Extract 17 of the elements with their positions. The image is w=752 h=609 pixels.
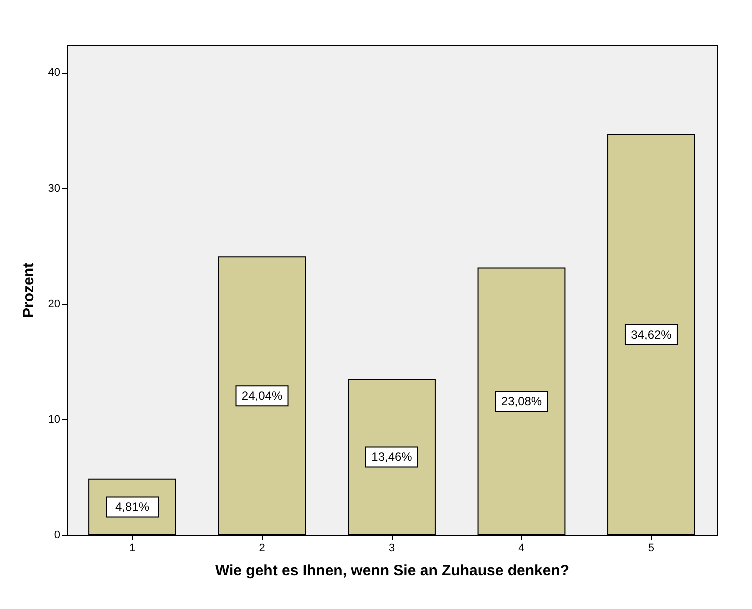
x-tick-label: 4 bbox=[518, 542, 525, 554]
data-label: 13,46% bbox=[372, 450, 413, 464]
x-tick-label: 1 bbox=[129, 542, 136, 554]
y-tick-label: 30 bbox=[48, 182, 60, 195]
data-label: 23,08% bbox=[501, 394, 542, 409]
data-label: 24,04% bbox=[242, 389, 283, 404]
data-label: 4,81% bbox=[116, 500, 150, 514]
y-tick-label: 10 bbox=[48, 414, 60, 426]
x-tick-label: 3 bbox=[388, 542, 396, 554]
x-tick-label: 5 bbox=[648, 542, 655, 554]
data-label: 34,62% bbox=[631, 328, 672, 342]
x-tick-label: 2 bbox=[259, 542, 266, 554]
y-tick-label: 20 bbox=[48, 298, 60, 310]
x-axis-title: Wie geht es Ihnen, wenn Sie an Zuhause denken? bbox=[215, 562, 570, 580]
y-tick-label: 0 bbox=[54, 530, 60, 542]
y-tick-label: 40 bbox=[48, 67, 60, 80]
y-axis-title: Prozent bbox=[20, 262, 38, 318]
